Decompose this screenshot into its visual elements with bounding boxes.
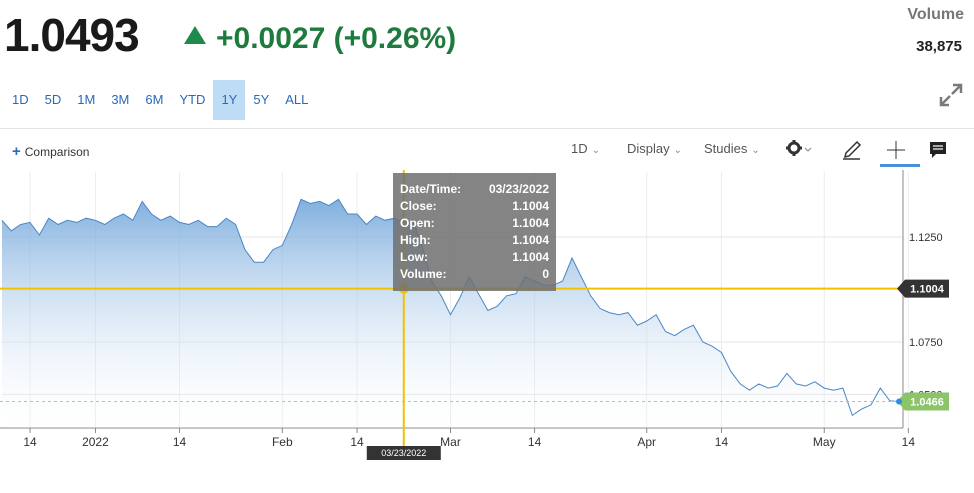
- range-3m[interactable]: 3M: [111, 92, 130, 107]
- tooltip-row: High: 1.1004: [400, 232, 549, 249]
- last-price-tag-bg: [897, 392, 949, 411]
- tooltip-key: High:: [400, 233, 431, 247]
- display-dropdown[interactable]: Display ⌄: [627, 141, 682, 156]
- x-tick-label: 14: [715, 435, 729, 449]
- last-price-tag: 1.0466: [910, 397, 944, 409]
- interval-dropdown[interactable]: 1D ⌄: [571, 141, 600, 156]
- x-tick-label: Mar: [440, 435, 461, 449]
- x-tick-label: 14: [173, 435, 187, 449]
- tooltip-row: Low: 1.1004: [400, 249, 549, 266]
- range-5y[interactable]: 5Y: [253, 92, 270, 107]
- x-axis: 14 2022 14 Feb 14 Mar 14 Apr 14 May 14: [23, 428, 915, 449]
- pencil-icon[interactable]: [838, 138, 866, 162]
- range-5d[interactable]: 5D: [44, 92, 62, 107]
- crosshair-icon[interactable]: [882, 138, 910, 162]
- tooltip-value: 1.1004: [512, 199, 549, 213]
- chevron-down-icon: ⌄: [591, 145, 601, 156]
- x-tick-label: 14: [23, 435, 37, 449]
- comparison-label: Comparison: [24, 145, 90, 159]
- tooltip-value: 1.1004: [512, 250, 549, 264]
- volume-label: Volume: [907, 6, 964, 23]
- crosshair-tooltip: Date/Time: 03/23/2022 Close: 1.1004 Open: 1.1…: [393, 173, 556, 291]
- range-1y[interactable]: 1Y: [213, 80, 246, 120]
- crosshair-date-tag: [366, 446, 441, 460]
- chevron-down-icon: ⌄: [751, 145, 760, 156]
- chevron-down-icon: ⌄: [673, 145, 683, 156]
- last-price-dot: [896, 398, 902, 405]
- tooltip-value: 1.1004: [512, 216, 549, 230]
- plus-icon: +: [12, 143, 21, 160]
- studies-dropdown[interactable]: Studies ⌄: [704, 141, 760, 156]
- comparison-button[interactable]: + Comparison: [12, 143, 89, 160]
- x-tick-label: 14: [350, 435, 364, 449]
- studies-label: Studies: [704, 141, 748, 156]
- tooltip-key: Volume:: [400, 267, 447, 281]
- price-area: [2, 199, 899, 428]
- volume-value: 38,875: [916, 38, 962, 55]
- range-6m[interactable]: 6M: [145, 92, 164, 107]
- y-tick-label: 1.0750: [909, 337, 943, 349]
- price-change: +0.0027 (+0.26%): [216, 22, 457, 55]
- crosshair-price-tag-bg: [897, 279, 949, 298]
- x-tick-label: Apr: [637, 435, 656, 449]
- y-tick-label: 1.1250: [909, 232, 943, 244]
- tooltip-value: 0: [542, 267, 549, 281]
- crosshair-price-tag: 1.1004: [910, 284, 945, 296]
- tooltip-key: Open:: [400, 216, 435, 230]
- x-tick-label: 14: [902, 435, 916, 449]
- x-tick-label: 2022: [82, 435, 109, 449]
- range-all[interactable]: ALL: [285, 92, 309, 107]
- expand-icon[interactable]: [938, 82, 964, 108]
- last-price: 1.0493: [4, 9, 140, 61]
- tooltip-row: Volume: 0: [400, 266, 549, 283]
- comment-icon[interactable]: [924, 138, 952, 162]
- interval-label: 1D: [571, 141, 588, 156]
- tooltip-row: Open: 1.1004: [400, 215, 549, 232]
- x-tick-label: Feb: [272, 435, 293, 449]
- active-tool-indicator: [880, 164, 920, 167]
- up-arrow-icon: [184, 26, 206, 44]
- range-selector: 1D 5D 1M 3M 6M YTD 1Y 5Y ALL: [4, 80, 316, 120]
- tooltip-value: 03/23/2022: [488, 182, 549, 196]
- range-1m[interactable]: 1M: [77, 92, 96, 107]
- tooltip-key: Close:: [400, 199, 437, 213]
- range-1d[interactable]: 1D: [12, 92, 29, 107]
- tooltip-row: Date/Time: 03/23/2022: [400, 181, 549, 198]
- chart-toolbar: [0, 128, 974, 171]
- x-tick-label: May: [813, 435, 836, 449]
- gear-icon[interactable]: [784, 138, 812, 162]
- price-line: [1, 198, 900, 417]
- crosshair-date-label: 03/23/2022: [381, 448, 426, 458]
- tooltip-value: 1.1004: [512, 233, 549, 247]
- display-label: Display: [627, 141, 670, 156]
- tooltip-key: Date/Time:: [400, 182, 462, 196]
- tooltip-row: Close: 1.1004: [400, 198, 549, 215]
- x-tick-label: 14: [528, 435, 542, 449]
- range-ytd[interactable]: YTD: [179, 92, 206, 107]
- price-tags: 1.1004 1.0466: [0, 279, 949, 411]
- tooltip-key: Low:: [400, 250, 428, 264]
